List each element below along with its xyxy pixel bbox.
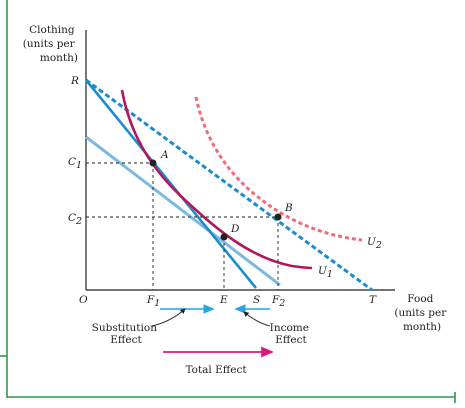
point-b-label: B [284,202,293,214]
c1-label: C1 [68,156,82,171]
point-a-dot [149,159,157,167]
substitution-pointer [151,308,186,327]
point-t-label: T [369,294,377,306]
income-pointer [243,311,271,327]
axes [85,30,395,291]
green-frame [0,0,456,403]
u2-label: U2 [367,236,382,251]
u1-label: U1 [318,265,333,280]
point-d-label: D [230,223,240,235]
f1-label: F1 [146,294,160,309]
x-axis-title: Food (units per month) [394,293,449,333]
point-r-label: R [70,75,79,87]
y-axis-title: Clothing (units per month) [23,24,78,64]
total-effect-label: Total Effect [185,364,247,376]
budget-line-light [85,135,281,287]
origin-label: O [79,294,88,306]
c2-label: C2 [68,212,82,227]
guide-lines [86,162,279,290]
f2-label: F2 [271,294,285,309]
substitution-effect-label: Substitution Effect [92,322,161,346]
point-b-dot [274,213,282,221]
budget-line-rotated [84,79,258,289]
indifference-curve-u2 [194,96,363,242]
budget-line-dashed [85,78,373,292]
point-d-dot [220,233,228,241]
point-e-label: E [219,294,228,306]
point-a-label: A [160,149,169,161]
point-s-label: S [253,294,260,306]
indifference-curve-u1 [120,89,313,270]
income-effect-label: Income Effect [270,322,313,346]
